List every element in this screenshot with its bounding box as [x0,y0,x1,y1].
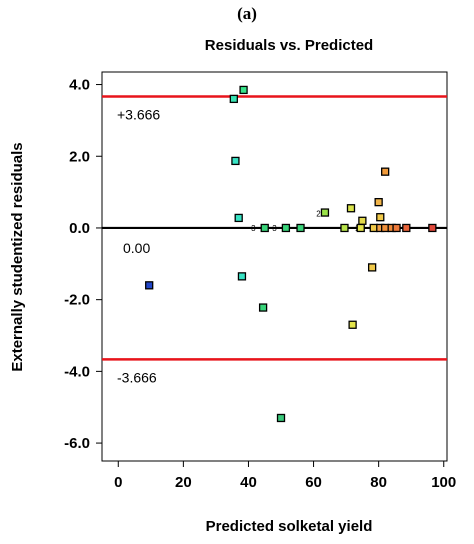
data-point [296,223,305,233]
data-point [281,223,291,233]
data-point [320,208,330,217]
center-line-label: 0.00 [123,240,150,256]
x-tick-label: 0 [114,474,122,491]
y-tick-label: -4.0 [64,363,90,380]
y-tick-label: 4.0 [69,77,90,94]
data-point [348,320,357,329]
limit-line-label: +3.666 [117,107,160,123]
data-point [367,263,377,272]
data-points [145,85,437,423]
data-point [340,223,349,233]
data-point [346,204,356,213]
data-point [237,272,247,281]
x-tick-label: 20 [175,474,192,491]
reference-lines: +3.666 -3.666 0.00 [102,95,447,385]
data-point [376,213,385,222]
y-axis-title: Externally studentized residuals [9,142,26,371]
plot-frame [101,71,448,462]
data-point [258,303,268,312]
limit-line-label: -3.666 [117,369,157,385]
data-point [374,197,383,207]
data-point [381,167,390,176]
data-point [402,223,411,233]
data-point [276,413,286,423]
data-point [231,156,240,166]
data-point [239,85,248,95]
y-tick-label: -6.0 [64,435,90,452]
data-point [392,223,401,233]
x-axis-title: Predicted solketal yield [206,518,373,535]
data-point [356,223,365,233]
x-tick-label: 80 [370,474,387,491]
x-tick-label: 40 [240,474,257,491]
point-count-label: 3 [272,224,277,233]
x-tick-label: 60 [305,474,322,491]
data-point [260,223,269,233]
panel-label: (a) [237,4,257,23]
y-tick-label: 0.0 [69,220,90,237]
data-point [145,281,154,290]
point-count-label: 2 [316,210,321,219]
data-point [229,94,238,104]
data-point [428,223,437,233]
data-point [358,216,367,225]
chart-title: Residuals vs. Predicted [205,37,373,54]
data-point [234,213,243,223]
y-tick-label: -2.0 [64,292,90,309]
point-count-label: 3 [251,224,256,233]
x-tick-label: 100 [431,474,456,491]
y-tick-label: 2.0 [69,148,90,165]
axis-ticks: 0 20 40 60 80 100 4.0 2.0 0.0 -2.0 -4.0 -6.0 [64,77,456,491]
